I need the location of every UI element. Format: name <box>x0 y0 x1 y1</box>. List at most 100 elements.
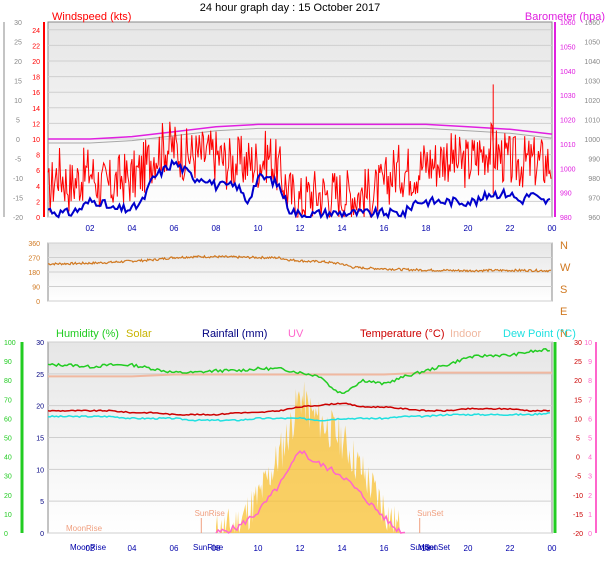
x-tick-label: 08 <box>212 544 221 553</box>
baro-line <box>48 123 553 140</box>
temp-tick-label: -20 <box>573 531 583 538</box>
baro-tick-label: 1020 <box>560 118 576 125</box>
outer-left-tick-label: -5 <box>15 157 21 164</box>
x-tick-label: 16 <box>380 224 389 233</box>
rain-tick-label: 30 <box>36 340 44 347</box>
uv-tick-label: 10 <box>584 340 592 347</box>
outer-left-tick-label: 5 <box>16 118 20 125</box>
x-tick-label: 20 <box>464 544 473 553</box>
outer-left-tick-label: 20 <box>14 59 22 66</box>
rain-tick-label: 20 <box>36 404 44 411</box>
humidity-line <box>47 348 551 394</box>
compass-label: N <box>560 328 568 340</box>
uv-tick-label: 0 <box>588 531 592 538</box>
rain-tick-label: 25 <box>36 372 44 379</box>
outer-right-tick-label: 1020 <box>584 98 600 105</box>
x-tick-label: 12 <box>296 544 305 553</box>
wind-avg-line <box>47 158 551 220</box>
x-tick-label: 12 <box>296 224 305 233</box>
uv-tick-label: 1 <box>588 512 592 519</box>
panel-frame <box>47 21 553 218</box>
outer-right-tick-label: 1060 <box>584 20 600 27</box>
baro-tick-label: 1000 <box>560 166 576 173</box>
outer-left-tick-label: -10 <box>13 176 23 183</box>
legend-label: UV <box>288 328 304 340</box>
outer-right-tick-label: 960 <box>588 215 600 222</box>
wind-title: Windspeed (kts) <box>52 11 131 23</box>
windspeed-line <box>47 121 552 219</box>
temp-tick-label: -10 <box>573 493 583 500</box>
baro-tick-label: 1030 <box>560 93 576 100</box>
humidity-tick-label: 100 <box>4 340 16 347</box>
baro-title: Barometer (hpa) <box>525 11 605 23</box>
solar-area <box>216 381 405 533</box>
humidity-tick-label: 40 <box>4 455 12 462</box>
humidity-tick-label: 30 <box>4 474 12 481</box>
outer-right-tick-label: 990 <box>588 157 600 164</box>
direction-tick-label: 360 <box>28 241 40 248</box>
humidity-tick-label: 70 <box>4 397 12 404</box>
compass-label: W <box>560 262 571 274</box>
humidity-tick-label: 80 <box>4 378 12 385</box>
outer-right-tick-label: 970 <box>588 196 600 203</box>
wind-tick-label: 4 <box>36 184 40 191</box>
legend-label: Dew Point (°C) <box>503 328 576 340</box>
x-tick-label: 18 <box>422 544 431 553</box>
humidity-tick-label: 0 <box>4 531 8 538</box>
sunrise-label: SunRise <box>195 509 226 518</box>
compass-label: N <box>560 240 568 252</box>
wind-tick-label: 18 <box>32 75 40 82</box>
wind-panel: -20-15-10-505101520253002468101214161820… <box>3 11 605 233</box>
legend-label: Rainfall (mm) <box>202 328 267 340</box>
humidity-tick-label: 10 <box>4 512 12 519</box>
dewpoint-line <box>47 411 551 422</box>
baro-gray-line <box>48 127 553 144</box>
x-tick-label: 22 <box>506 544 515 553</box>
uv-tick-label: 7 <box>588 397 592 404</box>
sunrise-axis-label: SunRise <box>193 543 224 552</box>
temperature-line <box>47 402 551 416</box>
outer-left-tick-label: 10 <box>14 98 22 105</box>
temp-tick-label: 0 <box>576 455 580 462</box>
x-tick-label: 14 <box>338 544 347 553</box>
temp-tick-label: 5 <box>576 436 580 443</box>
indoor-line <box>48 371 552 378</box>
outer-left-tick-label: -20 <box>13 215 23 222</box>
x-tick-label: 20 <box>464 224 473 233</box>
x-tick-label: 06 <box>170 544 179 553</box>
wind-tick-label: 0 <box>36 215 40 222</box>
baro-tick-label: 1060 <box>560 20 576 27</box>
uv-tick-label: 5 <box>588 436 592 443</box>
temp-tick-label: -15 <box>573 512 583 519</box>
outer-right-tick-label: 1050 <box>584 40 600 47</box>
compass-label: S <box>560 284 567 296</box>
x-tick-label: 06 <box>170 224 179 233</box>
uv-line <box>215 449 406 534</box>
outer-right-tick-label: 1010 <box>584 118 600 125</box>
wind-tick-label: 8 <box>36 153 40 160</box>
wind-tick-label: 20 <box>32 59 40 66</box>
outer-left-tick-label: 25 <box>14 40 22 47</box>
x-tick-label: 00 <box>548 224 557 233</box>
outer-right-tick-label: 1040 <box>584 59 600 66</box>
x-tick-label: 04 <box>128 544 137 553</box>
baro-tick-label: 1010 <box>560 142 576 149</box>
outer-right-tick-label: 1030 <box>584 79 600 86</box>
wind-tick-label: 16 <box>32 90 40 97</box>
outer-left-tick-label: -15 <box>13 196 23 203</box>
humidity-tick-label: 20 <box>4 493 12 500</box>
x-tick-label: 02 <box>86 224 95 233</box>
baro-tick-label: 980 <box>560 215 572 222</box>
uv-tick-label: 4 <box>588 455 592 462</box>
humidity-tick-label: 90 <box>4 359 12 366</box>
moonrise-axis-label: MoonRise <box>70 543 107 552</box>
wind-tick-label: 14 <box>32 106 40 113</box>
temp-tick-label: 25 <box>574 359 582 366</box>
wind-tick-label: 22 <box>32 43 40 50</box>
x-tick-label: 08 <box>212 224 221 233</box>
legend-label: Humidity (%) <box>56 328 119 340</box>
legend-label: Indoor <box>450 328 482 340</box>
uv-tick-label: 3 <box>588 474 592 481</box>
direction-tick-label: 0 <box>36 299 40 306</box>
